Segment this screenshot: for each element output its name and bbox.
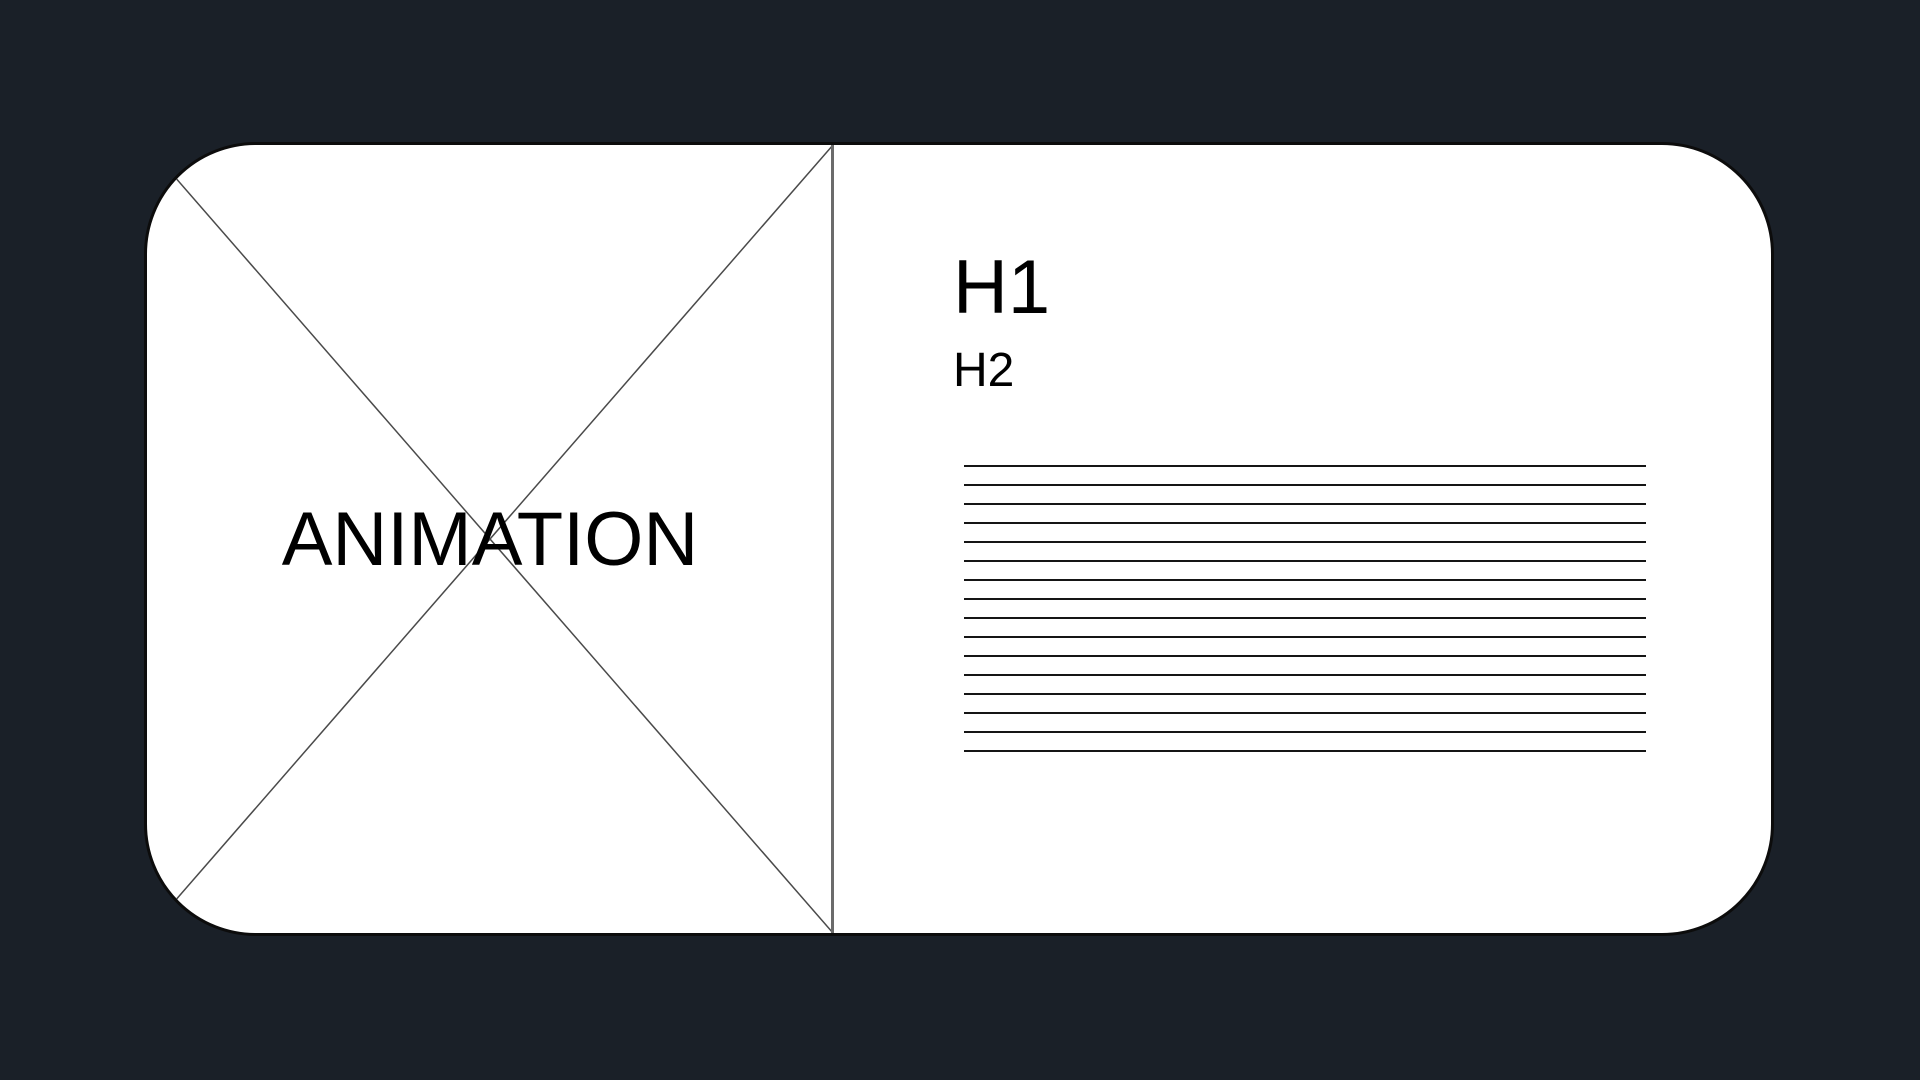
text-line-placeholder <box>964 560 1646 562</box>
text-line-placeholder <box>964 750 1646 752</box>
wireframe-card: ANIMATION H1 H2 <box>144 142 1774 936</box>
content-panel: H1 H2 <box>834 145 1771 933</box>
text-line-placeholder <box>964 731 1646 733</box>
heading-2: H2 <box>953 344 1015 397</box>
heading-1: H1 <box>953 245 1051 330</box>
text-line-placeholder <box>964 503 1646 505</box>
text-line-placeholder <box>964 522 1646 524</box>
animation-label: ANIMATION <box>281 497 699 582</box>
body-text-placeholder <box>964 320 1646 752</box>
panel-divider <box>831 145 834 933</box>
text-line-placeholder <box>964 484 1646 486</box>
text-line-placeholder <box>964 541 1646 543</box>
text-line-placeholder <box>964 712 1646 714</box>
text-line-placeholder <box>964 674 1646 676</box>
text-line-placeholder <box>964 636 1646 638</box>
text-line-placeholder <box>964 465 1646 467</box>
animation-placeholder: ANIMATION <box>147 145 833 933</box>
text-line-placeholder <box>964 617 1646 619</box>
text-line-placeholder <box>964 655 1646 657</box>
placeholder-diagonal-2 <box>147 145 833 933</box>
text-line-placeholder <box>964 579 1646 581</box>
text-line-placeholder <box>964 693 1646 695</box>
text-line-placeholder <box>964 598 1646 600</box>
placeholder-cross-icon <box>147 145 833 933</box>
